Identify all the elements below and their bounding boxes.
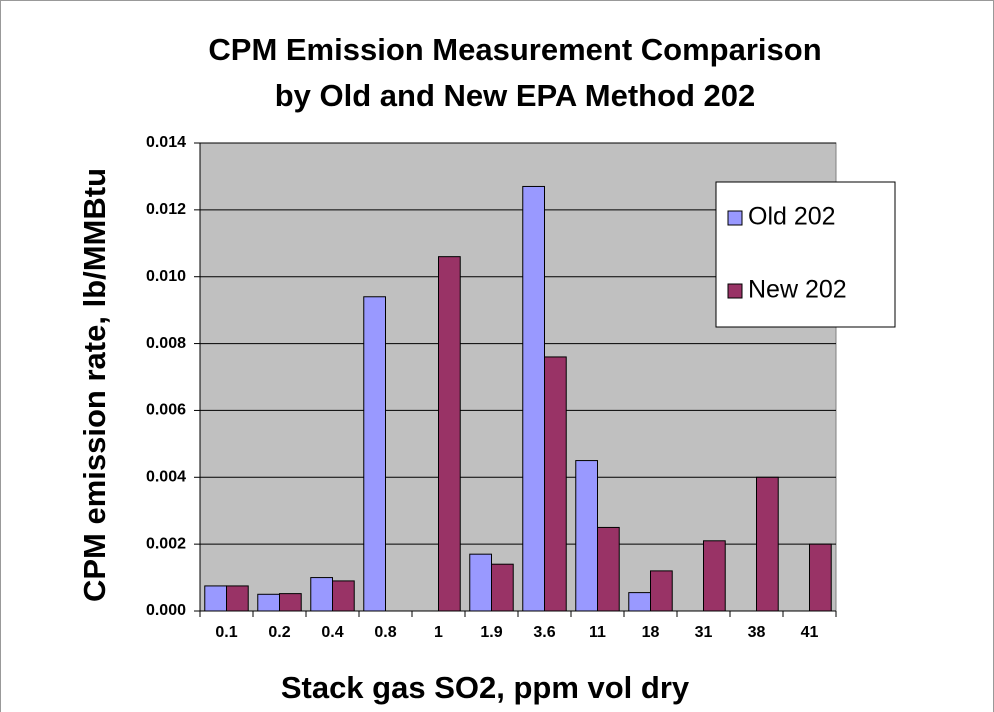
y-tick-label: 0.012 (146, 201, 186, 218)
x-tick-label: 0.1 (215, 624, 237, 641)
bar (332, 580, 355, 612)
y-tick-label: 0.006 (146, 402, 186, 419)
bar (310, 577, 333, 612)
bar (544, 356, 567, 612)
bar (279, 593, 302, 612)
y-tick-label: 0.000 (146, 602, 186, 619)
bar (257, 593, 280, 612)
legend-swatch (727, 283, 743, 299)
x-tick-label: 18 (642, 624, 660, 641)
bar (628, 592, 652, 612)
x-tick-label: 0.2 (268, 624, 290, 641)
bar (522, 185, 546, 612)
y-axis-label: CPM emission rate, lb/MMBtu (77, 168, 112, 602)
bar (204, 585, 228, 612)
x-tick-label: 1.9 (480, 624, 502, 641)
y-tick-label: 0.010 (146, 268, 186, 285)
bar (438, 256, 461, 612)
bar (809, 543, 832, 612)
x-tick-label: 38 (748, 624, 766, 641)
chart-title: CPM Emission Measurement Comparison (208, 32, 821, 67)
bar (363, 296, 386, 612)
x-tick-label: 11 (589, 624, 606, 641)
legend-label: New 202 (748, 276, 847, 304)
bar (226, 585, 249, 612)
y-tick-label: 0.002 (146, 535, 186, 552)
bar (469, 553, 492, 612)
y-tick-label: 0.004 (146, 469, 186, 486)
bar (491, 563, 514, 612)
y-tick-label: 0.014 (146, 134, 186, 151)
x-tick-label: 0.4 (321, 624, 343, 641)
x-tick-label: 41 (801, 624, 819, 641)
legend-swatch (727, 210, 743, 226)
x-tick-label: 31 (695, 624, 713, 641)
x-axis-label: Stack gas SO2, ppm vol dry (281, 670, 690, 705)
bar (703, 540, 726, 612)
x-tick-label: 0.8 (374, 624, 396, 641)
bar (756, 476, 779, 612)
legend-label: Old 202 (748, 203, 836, 231)
x-tick-label: 3.6 (533, 624, 555, 641)
bar (575, 460, 599, 612)
legend-box (715, 181, 896, 328)
y-tick-label: 0.008 (146, 335, 186, 352)
bar (597, 526, 620, 612)
x-tick-label: 1 (434, 624, 443, 641)
bar (650, 570, 673, 612)
chart-title: by Old and New EPA Method 202 (275, 78, 756, 113)
